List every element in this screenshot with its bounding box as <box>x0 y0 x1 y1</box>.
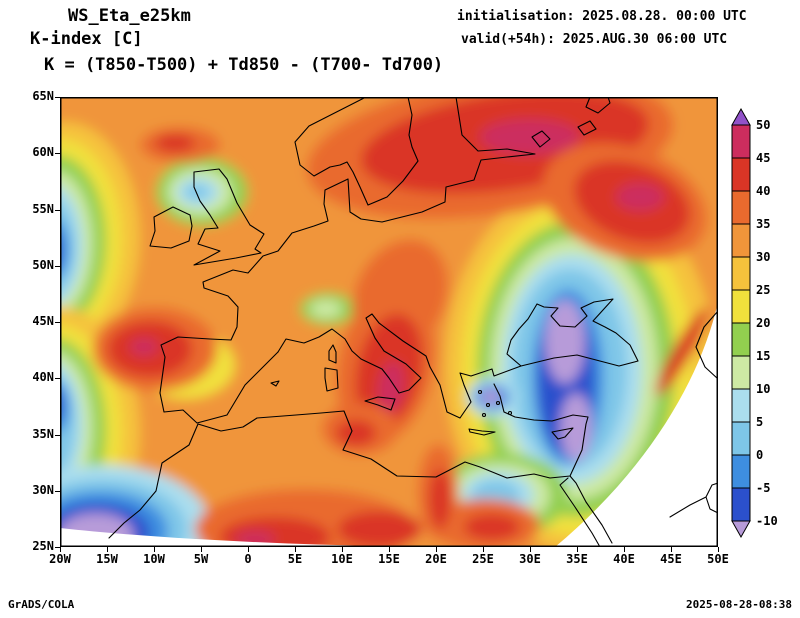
lon-tick-label: 15E <box>378 552 400 566</box>
lat-tick-label: 65N <box>32 89 54 103</box>
lon-tick-label: 10W <box>143 552 165 566</box>
lon-tick-label: 15W <box>96 552 118 566</box>
lon-tick-label: 35E <box>566 552 588 566</box>
lon-tick-label: 45E <box>660 552 682 566</box>
lon-tick <box>530 547 531 552</box>
lon-tick-label: 5E <box>287 552 303 566</box>
lat-tick <box>55 153 60 155</box>
lon-tick <box>201 547 202 552</box>
lon-tick-label: 10E <box>331 552 353 566</box>
lat-tick <box>55 434 60 436</box>
lon-tick-label: 30E <box>519 552 541 566</box>
creation-timestamp: 2025-08-28-08:38 <box>686 598 792 611</box>
field-title: K-index [C] <box>30 29 143 49</box>
lon-tick <box>483 547 484 552</box>
lat-tick-label: 25N <box>32 539 54 553</box>
valid-time-text: valid(+54h): 2025.AUG.30 06:00 UTC <box>461 32 728 47</box>
grads-credit: GrADS/COLA <box>8 598 75 611</box>
svg-text:50: 50 <box>756 118 770 132</box>
lon-tick <box>154 547 155 552</box>
svg-text:20: 20 <box>756 316 770 330</box>
lon-tick-label: 40E <box>613 552 635 566</box>
lat-tick <box>55 265 60 267</box>
lat-tick-label: 35N <box>32 426 54 441</box>
lat-tick <box>55 209 60 211</box>
svg-text:10: 10 <box>756 382 770 396</box>
svg-text:0: 0 <box>756 448 763 462</box>
lon-tick <box>718 547 719 552</box>
lat-tick <box>55 378 60 380</box>
lon-tick <box>624 547 625 552</box>
svg-text:-10: -10 <box>756 514 778 528</box>
lon-tick <box>671 547 672 552</box>
lat-tick <box>55 547 60 548</box>
svg-text:-5: -5 <box>756 481 770 495</box>
lon-tick <box>107 547 108 552</box>
lon-tick-label: 50E <box>707 552 729 566</box>
lat-tick <box>55 490 60 492</box>
formula-text: K = (T850-T500) + Td850 - (T700- Td700) <box>44 55 444 75</box>
lon-tick <box>248 547 249 552</box>
lon-tick <box>577 547 578 552</box>
lat-tick-label: 60N <box>32 145 54 160</box>
lat-tick-label: 30N <box>32 482 54 497</box>
lon-tick-label: 0 <box>244 552 252 566</box>
svg-text:5: 5 <box>756 415 763 429</box>
colorbar: 50 45 40 35 30 25 20 15 10 5 0 -5 -10 <box>731 107 795 540</box>
svg-text:30: 30 <box>756 250 770 264</box>
svg-text:40: 40 <box>756 184 770 198</box>
lon-tick-label: 25E <box>472 552 494 566</box>
lon-tick <box>295 547 296 552</box>
lon-tick <box>342 547 343 552</box>
coastlines <box>108 96 719 548</box>
lon-tick-label: 20E <box>425 552 447 566</box>
svg-text:45: 45 <box>756 151 770 165</box>
lon-tick-label: 20W <box>49 552 71 566</box>
lon-tick <box>389 547 390 552</box>
lat-tick <box>55 97 60 98</box>
lon-tick <box>60 547 61 552</box>
lat-tick-label: 45N <box>32 314 54 328</box>
svg-text:15: 15 <box>756 349 770 363</box>
init-time-text: initialisation: 2025.08.28. 00:00 UTC <box>457 9 747 24</box>
map-frame <box>60 97 718 547</box>
map-plot-area <box>60 96 719 548</box>
lat-tick-label: 50N <box>32 257 54 272</box>
lat-tick-label: 55N <box>32 201 54 216</box>
lat-tick <box>55 322 60 323</box>
model-title: WS_Eta_e25km <box>68 6 191 26</box>
lon-tick-label: 5W <box>193 552 209 566</box>
svg-text:25: 25 <box>756 283 770 297</box>
map-svg <box>60 96 719 548</box>
lon-tick <box>436 547 437 552</box>
lat-tick-label: 40N <box>32 370 54 385</box>
svg-text:35: 35 <box>756 217 770 231</box>
